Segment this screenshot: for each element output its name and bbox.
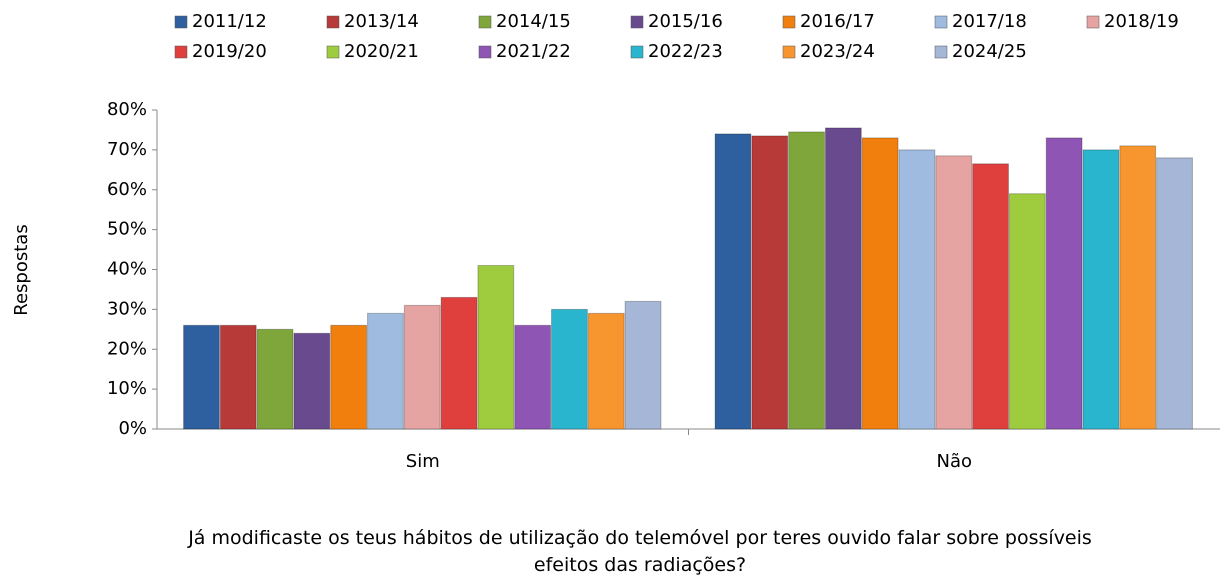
legend-swatch — [478, 45, 492, 59]
bar — [330, 324, 368, 430]
bar — [219, 324, 257, 430]
bar — [861, 137, 899, 430]
y-axis-label: Respostas — [11, 224, 32, 315]
bar — [440, 296, 478, 430]
legend-label: 2024/25 — [952, 41, 1027, 62]
bar — [256, 328, 294, 430]
bar — [824, 127, 862, 430]
legend-swatch — [326, 45, 340, 59]
legend-label: 2018/19 — [1104, 11, 1179, 32]
legend-label: 2016/17 — [800, 11, 875, 32]
bar — [587, 312, 625, 430]
legend-swatch — [630, 45, 644, 59]
y-tick-label: 10% — [107, 378, 147, 399]
legend-label: 2020/21 — [344, 41, 419, 62]
legend-swatch — [174, 45, 188, 59]
legend-swatch — [782, 15, 796, 29]
legend-swatch — [782, 45, 796, 59]
bar — [1082, 149, 1120, 430]
legend-swatch — [630, 15, 644, 29]
chart-title: Já modificaste os teus hábitos de utiliz… — [188, 527, 1092, 576]
bar — [788, 131, 825, 430]
y-tick-label: 40% — [107, 259, 147, 280]
bar — [1156, 157, 1193, 430]
y-tick-label: 80% — [107, 99, 147, 120]
bar — [293, 332, 331, 430]
legend-swatch — [1086, 15, 1100, 29]
y-tick-label: 20% — [107, 338, 147, 359]
y-tick-label: 70% — [107, 139, 147, 160]
bar — [624, 300, 662, 430]
bar — [714, 133, 752, 430]
bar — [551, 308, 588, 430]
legend-label: 2013/14 — [344, 11, 419, 32]
bar — [1008, 193, 1046, 430]
legend-swatch — [174, 15, 188, 29]
y-tick-label: 30% — [107, 298, 147, 319]
legend-label: 2023/24 — [800, 41, 875, 62]
y-tick-label: 60% — [107, 179, 147, 200]
legend-label: 2014/15 — [496, 11, 571, 32]
y-tick-label: 0% — [118, 418, 147, 439]
bar — [1119, 145, 1157, 430]
y-tick-label: 50% — [107, 219, 147, 240]
bar — [1045, 137, 1083, 430]
bar — [972, 163, 1009, 430]
x-tick-label: Sim — [406, 451, 440, 472]
bar — [403, 304, 441, 430]
legend-label: 2017/18 — [952, 11, 1027, 32]
legend-label: 2011/12 — [192, 11, 267, 32]
legend-swatch — [934, 15, 948, 29]
legend-label: 2019/20 — [192, 41, 267, 62]
bar — [183, 324, 220, 430]
legend-label: 2015/16 — [648, 11, 723, 32]
bar — [477, 265, 515, 430]
legend-swatch — [934, 45, 948, 59]
legend-label: 2021/22 — [496, 41, 571, 62]
x-tick-label: Não — [936, 451, 972, 472]
bar — [514, 324, 552, 430]
chart: Respostas 0% 10% 20% 30% 40% 50% 60% 70% 80% 2011… — [11, 11, 1220, 472]
bar — [367, 312, 404, 430]
legend-swatch — [478, 15, 492, 29]
bar — [898, 149, 936, 430]
bar — [935, 155, 973, 430]
bar — [751, 135, 789, 430]
legend-swatch — [326, 15, 340, 29]
legend-label: 2022/23 — [648, 41, 723, 62]
